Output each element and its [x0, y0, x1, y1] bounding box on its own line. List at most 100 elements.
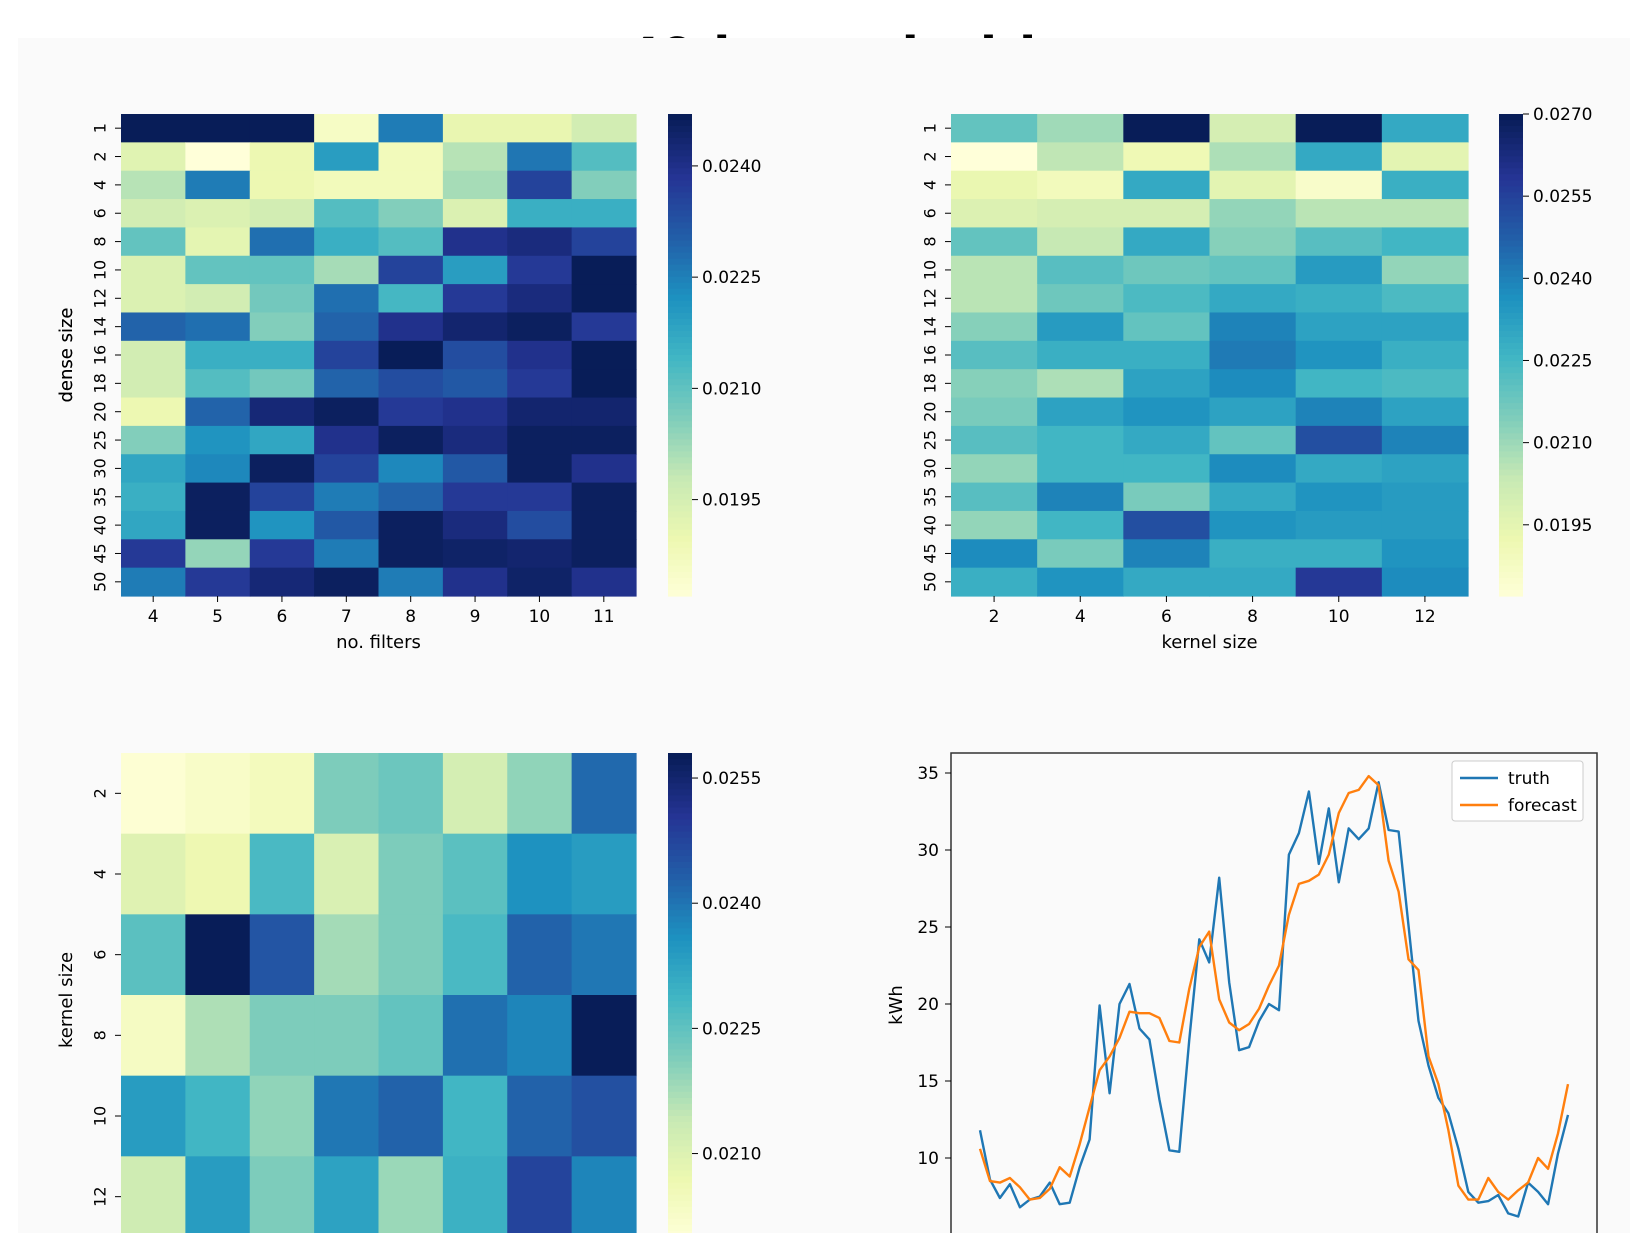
- colorbar-segment: [1499, 577, 1523, 585]
- y-tick-label: 50: [921, 572, 940, 592]
- colorbar-segment: [1499, 150, 1523, 157]
- heatmap-cell: [314, 369, 380, 399]
- heatmap-cell: [571, 914, 637, 996]
- y-tick-label: 45: [921, 543, 940, 563]
- colorbar-tick-label: 0.0240: [702, 157, 761, 177]
- colorbar-segment: [668, 451, 692, 459]
- heatmap-cell: [951, 369, 1038, 399]
- colorbar-segment: [668, 511, 692, 519]
- colorbar-segment: [1499, 252, 1523, 260]
- heatmap-cell: [185, 454, 251, 484]
- heatmap-cell: [951, 539, 1038, 569]
- heatmap-cell: [1381, 425, 1469, 455]
- colorbar-segment: [668, 120, 692, 127]
- heatmap-cell: [121, 510, 186, 540]
- heatmap-cell: [1209, 114, 1297, 143]
- heatmap-cell: [951, 142, 1038, 172]
- colorbar-segment: [1499, 192, 1523, 199]
- heatmap-cell: [1123, 340, 1211, 370]
- colorbar-segment: [668, 312, 692, 320]
- heatmap-cell: [249, 567, 315, 597]
- heatmap-cell: [185, 199, 251, 229]
- heatmap-cell: [571, 995, 637, 1077]
- colorbar-segment: [668, 493, 692, 501]
- heatmap-cell: [1037, 227, 1124, 257]
- heatmap-cell: [507, 142, 573, 172]
- colorbar-segment: [1499, 487, 1523, 495]
- heatmap-cell: [121, 255, 186, 285]
- colorbar-segment: [668, 1200, 692, 1208]
- colorbar-segment: [668, 150, 692, 157]
- x-tick-label: 10: [1328, 607, 1350, 627]
- heatmap-cell: [442, 369, 508, 399]
- colorbar-segment: [1499, 342, 1523, 350]
- heatmap-cell: [1295, 227, 1383, 257]
- y-tick-label: 12: [91, 1186, 110, 1206]
- heatmap-cell: [1123, 312, 1211, 342]
- colorbar-segment: [668, 156, 692, 163]
- colorbar-segment: [668, 186, 692, 193]
- y-tick-label: 20: [921, 402, 940, 422]
- colorbar-segment: [668, 1116, 692, 1123]
- x-tick-label: 9: [470, 607, 481, 627]
- heatmap-cell: [1209, 539, 1297, 569]
- heatmap-cell: [378, 995, 444, 1077]
- colorbar-segment: [668, 1194, 692, 1202]
- colorbar-segment: [1499, 433, 1523, 440]
- heatmap-cell: [1123, 284, 1211, 314]
- colorbar-segment: [668, 174, 692, 181]
- x-tick-label: 8: [1247, 607, 1258, 627]
- heatmap-cell: [314, 454, 380, 484]
- colorbar-segment: [668, 813, 692, 821]
- colorbar-segment: [668, 126, 692, 133]
- heatmap-cell: [951, 454, 1038, 484]
- colorbar-segment: [1499, 565, 1523, 573]
- heatmap-cell: [185, 227, 251, 257]
- heatmap-cell: [1381, 340, 1469, 370]
- colorbar-segment: [668, 801, 692, 809]
- x-tick-label: 6: [277, 607, 288, 627]
- colorbar-segment: [668, 481, 692, 489]
- colorbar-segment: [668, 535, 692, 543]
- colorbar-segment: [668, 324, 692, 332]
- colorbar-segment: [668, 1007, 692, 1014]
- heatmap-cell: [507, 914, 573, 996]
- colorbar-segment: [1499, 355, 1523, 362]
- heatmap-cell: [1037, 142, 1124, 172]
- colorbar-segment: [668, 180, 692, 187]
- heatmap-cell: [571, 753, 637, 835]
- colorbar-segment: [668, 1097, 692, 1105]
- colorbar-segment: [1499, 367, 1523, 374]
- colorbar-segment: [668, 258, 692, 266]
- heatmap-cell: [121, 369, 186, 399]
- x-axis-label: kernel size: [1161, 632, 1257, 653]
- colorbar-segment: [668, 505, 692, 513]
- heatmap-cell: [185, 425, 251, 455]
- heatmap-cell: [507, 369, 573, 399]
- heatmap-cell: [121, 340, 186, 370]
- y-tick-label: 10: [917, 1149, 939, 1169]
- colorbar-segment: [1499, 336, 1523, 344]
- heatmap-cell: [951, 312, 1038, 342]
- heatmap-cell: [185, 340, 251, 370]
- colorbar-segment: [668, 995, 692, 1002]
- colorbar-segment: [668, 403, 692, 410]
- colorbar-segment: [668, 1103, 692, 1111]
- heatmap-cell: [1123, 397, 1211, 427]
- heatmap-cell: [121, 454, 186, 484]
- colorbar-segment: [668, 765, 692, 772]
- colorbar-segment: [1499, 282, 1523, 290]
- colorbar-segment: [1499, 415, 1523, 422]
- colorbar-segment: [1499, 583, 1523, 591]
- heatmap-cell: [571, 1075, 637, 1157]
- y-axis-label: kWh: [886, 985, 907, 1025]
- y-tick-label: 1: [91, 123, 110, 133]
- heatmap-cell: [442, 142, 508, 172]
- y-tick-label: 35: [917, 764, 939, 784]
- heatmap-cell: [571, 170, 637, 200]
- heatmap-cell: [571, 510, 637, 540]
- y-tick-label: 10: [91, 1106, 110, 1126]
- colorbar-segment: [668, 240, 692, 248]
- colorbar-segment: [1499, 306, 1523, 314]
